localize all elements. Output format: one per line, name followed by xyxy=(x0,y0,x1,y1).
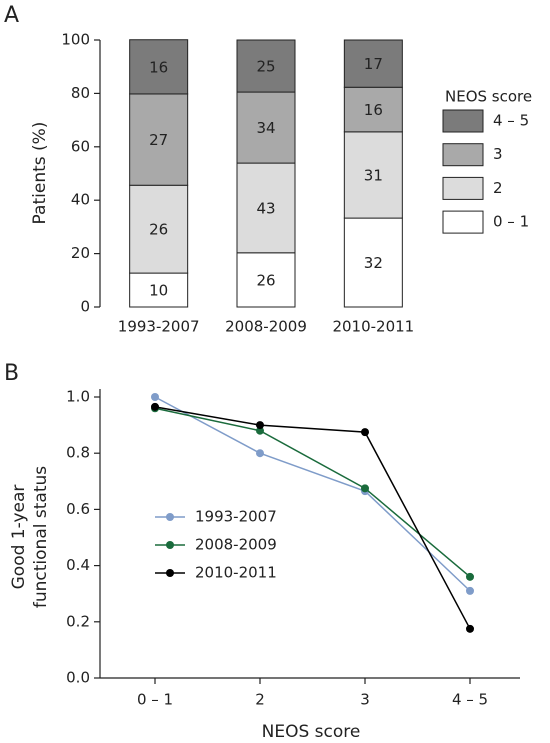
legend-label: 4 – 5 xyxy=(493,112,529,130)
y-tick-label: 0.2 xyxy=(66,612,90,630)
series-line xyxy=(154,396,471,592)
segment-label: 16 xyxy=(364,101,383,119)
x-tick-label: 2010-2011 xyxy=(332,318,414,336)
segment-label: 27 xyxy=(149,131,168,149)
y-axis-title: Good 1-year xyxy=(9,485,29,590)
point xyxy=(256,426,264,435)
x-tick-label: 4 – 5 xyxy=(452,691,488,709)
point xyxy=(256,449,264,458)
legend-label: 2010-2011 xyxy=(195,564,277,582)
series-line xyxy=(154,406,471,630)
legend-marker xyxy=(166,541,174,549)
legend-label: 2 xyxy=(493,179,503,197)
x-axis-title: NEOS score xyxy=(262,722,361,742)
legend-swatch xyxy=(442,109,484,133)
legend-marker xyxy=(166,569,174,577)
segment-label: 31 xyxy=(364,166,383,184)
point xyxy=(361,484,369,493)
segment-label: 34 xyxy=(256,119,275,137)
y-tick-label: 80 xyxy=(71,84,90,102)
bar-segment xyxy=(236,252,296,308)
y-tick-label: 40 xyxy=(71,191,90,209)
x-tick-label: 1993-2007 xyxy=(118,318,200,336)
segment-label: 17 xyxy=(364,55,383,73)
segment-label: 25 xyxy=(256,58,275,76)
point xyxy=(466,624,474,633)
y-tick-label: 60 xyxy=(71,137,90,155)
legend-swatch xyxy=(442,143,484,167)
legend-title: NEOS score xyxy=(445,88,532,106)
y-tick-label: 0 xyxy=(80,298,90,316)
point xyxy=(466,586,474,595)
y-axis-title: Patients (%) xyxy=(30,122,50,225)
bar-segment xyxy=(236,39,296,93)
bar-segment xyxy=(343,131,403,219)
x-tick-label: 2 xyxy=(255,691,265,709)
legend-label: 1993-2007 xyxy=(195,508,277,526)
x-tick-label: 3 xyxy=(360,691,370,709)
bar-segment xyxy=(343,86,403,133)
x-tick-label: 2008-2009 xyxy=(225,318,307,336)
segment-label: 32 xyxy=(364,254,383,272)
legend-label: 0 – 1 xyxy=(493,213,529,231)
point xyxy=(151,402,159,411)
bar-segment xyxy=(129,93,189,186)
y-tick-label: 0.8 xyxy=(66,444,90,462)
bar-segment xyxy=(129,184,189,274)
point xyxy=(151,393,159,401)
point xyxy=(361,428,369,437)
segment-label: 26 xyxy=(256,271,275,289)
legend-label: 3 xyxy=(493,145,503,163)
legend-marker xyxy=(166,513,174,521)
y-tick-label: 1.0 xyxy=(66,388,90,406)
series-line xyxy=(154,407,471,578)
bar-segment xyxy=(343,39,403,88)
x-tick-label: 0 – 1 xyxy=(137,691,173,709)
bar-segment xyxy=(236,162,296,254)
y-tick-label: 0.0 xyxy=(66,669,90,687)
legend-swatch xyxy=(442,210,484,234)
segment-label: 43 xyxy=(256,199,275,217)
bar-segment xyxy=(129,272,189,308)
legend-swatch xyxy=(442,176,484,200)
bar-segment xyxy=(129,39,189,95)
bar-segment xyxy=(236,91,296,164)
segment-label: 10 xyxy=(149,282,168,300)
point xyxy=(256,421,264,430)
bar-segment xyxy=(343,217,403,308)
segment-label: 26 xyxy=(149,221,168,239)
y-tick-label: 0.4 xyxy=(66,556,90,574)
y-tick-label: 20 xyxy=(71,244,90,262)
y-axis-title: functional status xyxy=(31,466,51,608)
segment-label: 16 xyxy=(149,58,168,76)
point xyxy=(466,572,474,581)
panel-label: B xyxy=(4,361,19,386)
y-tick-label: 0.6 xyxy=(66,500,90,518)
panel-label: A xyxy=(4,3,19,28)
y-tick-label: 100 xyxy=(61,31,90,49)
legend-label: 2008-2009 xyxy=(195,536,277,554)
